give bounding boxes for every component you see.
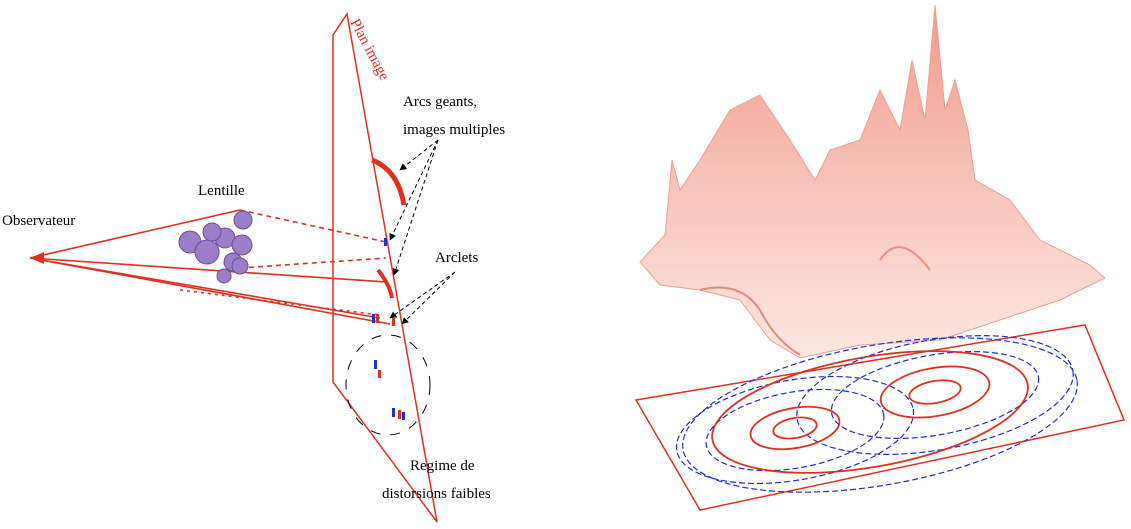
observer-label: Observateur — [2, 213, 75, 229]
giant-arc — [370, 157, 407, 206]
giant-arcs-label: Arcs geants, — [403, 94, 477, 110]
lens-cluster — [178, 210, 253, 284]
arc — [376, 268, 394, 299]
arclets-label: Arclets — [435, 250, 478, 266]
weak-region — [345, 334, 431, 436]
pointer-arrows — [389, 139, 456, 325]
lensing-diagram: Plan image — [2, 12, 505, 523]
observer-point — [30, 252, 44, 264]
contour-plate — [634, 324, 1126, 511]
arclets-marks — [372, 238, 405, 420]
image-plane — [332, 12, 438, 523]
giant-arcs-label: images multiples — [403, 122, 505, 138]
mass-surface — [639, 4, 1106, 359]
weak-regime-label: distorsions faibles — [382, 486, 491, 502]
weak-regime-label: Regime de — [410, 458, 475, 474]
lens-label: Lentille — [198, 183, 245, 199]
light-rays — [29, 209, 391, 325]
